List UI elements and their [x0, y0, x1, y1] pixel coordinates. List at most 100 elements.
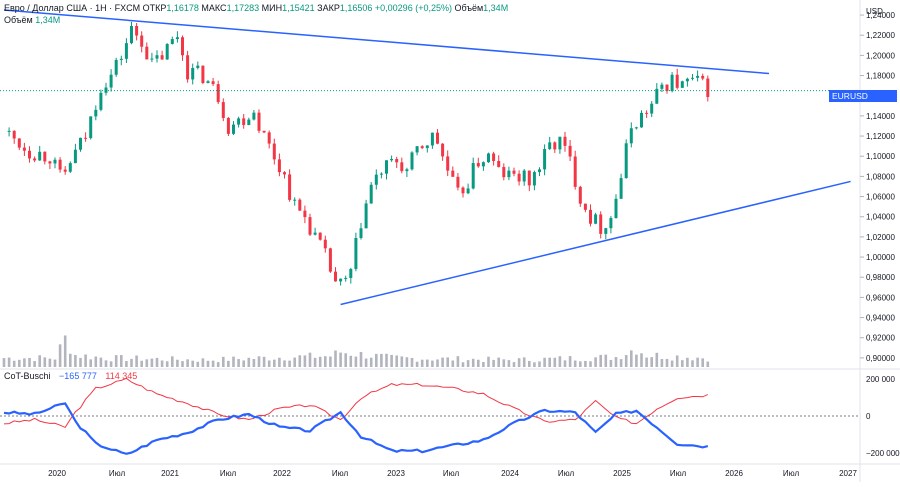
candle-body: [461, 187, 465, 194]
volume-bar: [33, 361, 36, 367]
candle-body: [84, 137, 88, 139]
candle-body: [395, 159, 399, 163]
volume-bar: [63, 335, 67, 367]
candle-body: [201, 65, 205, 83]
price-tag-value: 1,16506: [863, 103, 894, 113]
candle-body: [691, 77, 694, 79]
candle-body: [609, 218, 613, 229]
volume-bar: [390, 354, 393, 367]
volume-bar: [237, 359, 240, 367]
candle-body: [374, 174, 378, 185]
price-tick-label: 0,90000: [866, 354, 895, 363]
volume-bar: [288, 360, 291, 367]
candle-body: [28, 150, 31, 159]
time-tick-label: Июл: [443, 469, 460, 478]
candle-body: [589, 209, 592, 224]
volume-bar: [696, 357, 699, 367]
volume-bar: [619, 359, 623, 367]
volume-bar: [573, 360, 577, 367]
candle-body: [507, 170, 511, 178]
volume-bar: [303, 355, 307, 367]
candle-body: [624, 143, 628, 179]
volume-bar: [650, 357, 653, 367]
candle-body: [288, 174, 292, 200]
time-tick-label: 2024: [501, 469, 519, 478]
price-tick-label: 1,24000: [866, 11, 895, 20]
volume-bar: [630, 350, 633, 367]
candle-body: [237, 118, 241, 125]
candle-body: [614, 198, 618, 219]
cot-tick-label: 0: [866, 412, 871, 421]
volume-bar: [415, 361, 419, 367]
volume-bar: [181, 361, 184, 367]
volume-bar: [477, 359, 480, 367]
trend-line-1: [3, 9, 770, 75]
symbol-description[interactable]: Евро / Доллар США · 1Н · FXCM: [4, 3, 141, 13]
price-tick-label: 1,10000: [866, 152, 895, 161]
candle-body: [124, 43, 128, 59]
candle-body: [298, 199, 302, 211]
candle-body: [58, 159, 62, 170]
volume-bar: [186, 359, 189, 367]
candle-body: [334, 271, 337, 282]
candle-body: [634, 127, 638, 129]
candle-body: [313, 232, 317, 235]
candle-body: [262, 130, 266, 133]
volume-label: Объём: [454, 3, 484, 13]
candle-body: [17, 138, 21, 148]
volume-bar: [609, 359, 613, 367]
volume-bar: [579, 361, 582, 367]
candle-body: [175, 37, 179, 40]
volume-bar: [461, 362, 465, 367]
volume-bar: [405, 357, 409, 367]
candle-body: [379, 173, 383, 175]
candle-body: [252, 112, 256, 120]
candle-body: [640, 112, 643, 128]
volume-bar: [706, 361, 710, 367]
volume-bar: [74, 355, 77, 367]
volume-bar: [150, 358, 154, 367]
price-tag-symbol: EURUSD: [832, 91, 868, 101]
price-tick-label: 1,08000: [866, 172, 895, 181]
volume-bar: [675, 355, 679, 367]
volume-bar: [262, 356, 266, 367]
candle-body: [242, 118, 246, 126]
candle-body: [466, 188, 470, 194]
cot-tick-label: −200 000: [866, 449, 900, 458]
volume-bar: [191, 360, 194, 367]
candle-body: [492, 153, 496, 161]
low-value: 1,15421: [282, 3, 315, 13]
volume-bar: [482, 361, 485, 367]
volume-bar: [533, 362, 536, 367]
cot-tick-label: 200 000: [866, 375, 895, 384]
candle-body: [293, 199, 297, 201]
candle-body: [140, 35, 144, 47]
high-label: МАКС: [201, 3, 227, 13]
volume-series-legend[interactable]: Объём 1,34M: [4, 15, 60, 25]
candle-body: [446, 156, 450, 171]
change-value: +0,00296 (+0,25%): [374, 3, 452, 13]
open-label: ОТКР: [142, 3, 167, 13]
volume-bar: [109, 361, 113, 367]
volume-bar: [53, 359, 57, 367]
volume-bar: [135, 355, 138, 367]
volume-bar: [313, 357, 317, 367]
price-tick-label: 0,98000: [866, 273, 895, 282]
cot-legend[interactable]: CoT-Buschi −165 777 114 345: [4, 371, 137, 381]
volume-bar: [339, 352, 342, 367]
volume-bar: [349, 355, 353, 367]
candle-body: [583, 203, 587, 210]
candle-body: [369, 184, 373, 204]
candle-body: [415, 146, 419, 153]
candle-body: [303, 210, 307, 218]
volume-bar: [171, 356, 174, 367]
candle-body: [385, 160, 388, 174]
candle-body: [553, 142, 557, 150]
volume-bar: [99, 357, 103, 367]
candle-body: [53, 159, 57, 164]
candle-body: [232, 124, 235, 134]
volume-bar: [385, 353, 388, 367]
volume-bar: [354, 356, 358, 367]
